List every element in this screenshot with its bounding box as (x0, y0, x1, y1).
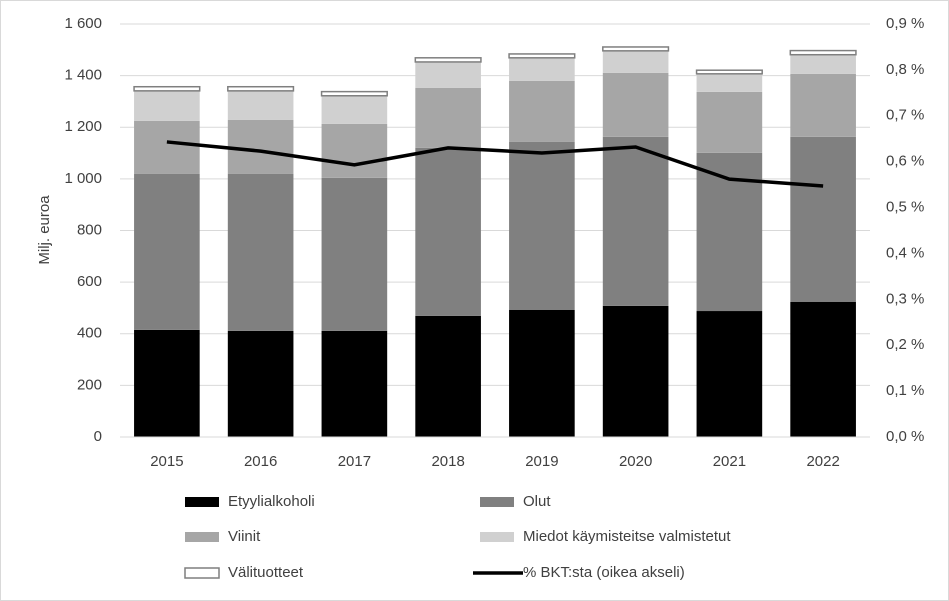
legend-label: Etyylialkoholi (228, 493, 315, 510)
legend-label: Välituotteet (228, 564, 304, 581)
x-tick-label: 2017 (338, 453, 371, 470)
bar-segment (790, 136, 856, 303)
bar-segment (414, 57, 482, 63)
bar-segment (696, 311, 763, 437)
bar-segment (227, 330, 294, 437)
bar-segment (602, 72, 669, 137)
y2-tick-label: 0,5 % (886, 199, 924, 216)
legend-label: Miedot käymisteitse valmistetut (523, 528, 731, 545)
y-tick-label: 800 (77, 221, 102, 238)
bar-segment (134, 120, 200, 174)
bar-segment (415, 147, 481, 316)
bar-segment (415, 61, 481, 88)
bar-segment (602, 305, 669, 437)
legend-swatch (184, 567, 220, 579)
bar-segment (509, 57, 575, 81)
y-tick-label: 0 (94, 428, 102, 445)
y2-tick-label: 0,2 % (886, 336, 924, 353)
x-tick-label: 2022 (806, 453, 839, 470)
bar-segment (134, 90, 200, 121)
x-tick-label: 2021 (713, 453, 746, 470)
bar-segment (790, 73, 856, 137)
x-tick-label: 2019 (525, 453, 558, 470)
y-tick-label: 600 (77, 273, 102, 290)
bar-segment (508, 53, 576, 59)
x-tick-label: 2016 (244, 453, 277, 470)
x-tick-label: 2018 (431, 453, 464, 470)
x-tick-label: 2020 (619, 453, 652, 470)
y2-tick-label: 0,1 % (886, 382, 924, 399)
y2-tick-label: 0,7 % (886, 107, 924, 124)
bar-segment (509, 80, 575, 142)
legend-swatch (480, 532, 514, 542)
bar-segment (227, 119, 294, 174)
y2-tick-label: 0,3 % (886, 290, 924, 307)
bar-segment (696, 73, 763, 92)
y2-tick-label: 0,9 % (886, 15, 924, 32)
bar-segment (790, 302, 856, 437)
legend-label: Viinit (228, 528, 261, 545)
y2-tick-label: 0,6 % (886, 153, 924, 170)
bar-segment (696, 91, 763, 153)
bar-segment (227, 85, 295, 92)
bar-segment (321, 330, 388, 437)
bar-segment (509, 310, 575, 437)
bar-segment (790, 54, 856, 74)
bar-segment (227, 90, 294, 120)
legend-swatch (480, 497, 514, 507)
bar-segment (415, 315, 481, 437)
bar-segment (509, 141, 575, 311)
bar-segment (696, 152, 763, 312)
line-series (166, 140, 824, 188)
bar-segment (695, 69, 763, 75)
bar-segment (789, 49, 857, 56)
bar-segment (227, 173, 294, 331)
bar-segment (134, 173, 200, 330)
bar-segment (134, 329, 200, 437)
y-tick-label: 1 400 (64, 67, 102, 84)
y-tick-label: 1 600 (64, 15, 102, 32)
legend-label: Olut (523, 493, 551, 510)
y-tick-label: 1 200 (64, 118, 102, 135)
y-tick-label: 400 (77, 325, 102, 342)
bar-segment (602, 50, 669, 73)
y-axis-title: Milj. euroa (36, 195, 53, 265)
bar-segment (321, 123, 388, 178)
bar-segment (415, 87, 481, 148)
bar-segment (133, 85, 201, 92)
y-tick-label: 1 000 (64, 170, 102, 187)
y-tick-label: 200 (77, 376, 102, 393)
bar-segment (321, 177, 388, 331)
legend-swatch (185, 532, 219, 542)
y2-tick-label: 0,4 % (886, 244, 924, 261)
bar-segment (320, 90, 388, 97)
bar-segment (321, 95, 388, 124)
legend-swatch (185, 497, 219, 507)
bar-segment (602, 46, 670, 52)
legend-label: % BKT:sta (oikea akseli) (523, 564, 685, 581)
y2-tick-label: 0,0 % (886, 428, 924, 445)
bar-segment (602, 136, 669, 306)
x-tick-label: 2015 (150, 453, 183, 470)
y2-tick-label: 0,8 % (886, 61, 924, 78)
